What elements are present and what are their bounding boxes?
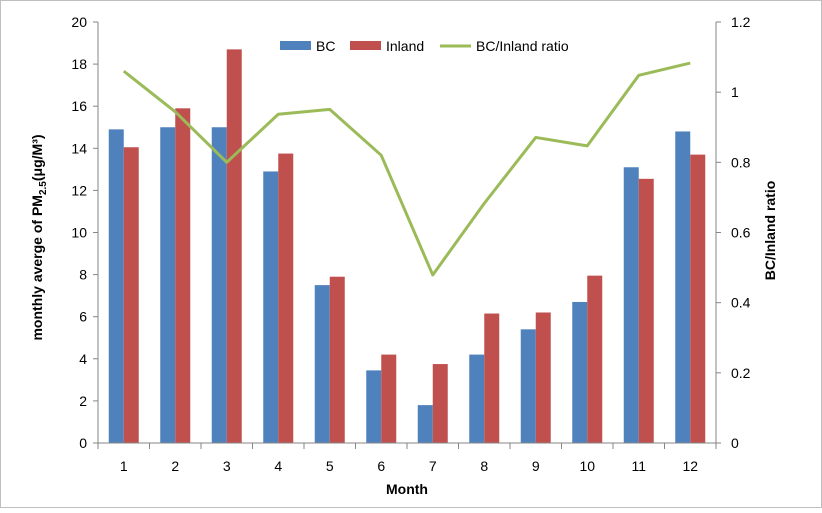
y-tick-label: 16 [71, 98, 87, 114]
y-tick-label: 12 [71, 182, 87, 198]
bars-group [108, 49, 706, 444]
bar-bc [108, 129, 124, 444]
y2-tick-label: 0.6 [731, 225, 751, 241]
x-tick-label: 4 [274, 458, 282, 474]
x-tick-label: 9 [532, 458, 540, 474]
y-axis-title-unit: (μg/M³) [29, 134, 45, 181]
bar-bc [160, 127, 176, 443]
y2-tick-label: 0.4 [731, 295, 751, 311]
bar-inland [278, 153, 294, 443]
y2-tick-label: 1 [731, 84, 739, 100]
bar-bc [366, 370, 382, 443]
legend: BC Inland BC/Inland ratio [280, 38, 569, 54]
bar-inland [638, 178, 654, 443]
bar-inland [329, 276, 345, 443]
bar-inland [432, 364, 448, 443]
bar-bc [469, 354, 485, 443]
y-axis-title-main: monthly averge of PM [29, 195, 45, 340]
x-tick-label: 2 [171, 458, 179, 474]
y2-tick-label: 0.8 [731, 154, 751, 170]
bar-bc [572, 301, 588, 443]
y-tick-label: 2 [79, 393, 87, 409]
x-tick-label: 1 [120, 458, 128, 474]
y-axis-title: monthly averge of PM2.5(μg/M³) [29, 134, 49, 340]
y2-tick-label: 0.2 [731, 365, 751, 381]
x-tick-label: 7 [429, 458, 437, 474]
y-tick-label: 8 [79, 267, 87, 283]
bar-inland [484, 313, 500, 443]
x-axis-title: Month [386, 481, 428, 497]
x-tick-label: 3 [223, 458, 231, 474]
x-tick-label: 8 [480, 458, 488, 474]
y-tick-label: 4 [79, 351, 87, 367]
y-tick-label: 10 [71, 225, 87, 241]
x-tick-label: 11 [631, 458, 646, 474]
bar-inland [381, 354, 397, 443]
legend-swatch-bc [280, 41, 311, 50]
ratio-line [122, 61, 691, 277]
x-tick-label: 5 [326, 458, 334, 474]
bar-bc [520, 329, 536, 443]
x-tick-label: 12 [682, 458, 698, 474]
ratio-line-group [122, 61, 691, 277]
bar-inland [175, 108, 191, 444]
bar-bc [623, 167, 639, 443]
bar-bc [263, 171, 279, 443]
bar-bc [675, 131, 691, 443]
bar-bc [417, 405, 433, 443]
legend-label-bc: BC [316, 38, 335, 54]
y2-tick-label: 0 [731, 435, 739, 451]
y2-axis-title: BC/Inland ratio [762, 181, 778, 281]
x-tick-label: 6 [377, 458, 385, 474]
y-tick-label: 6 [79, 309, 87, 325]
bar-inland [535, 312, 551, 443]
y-tick-label: 18 [71, 56, 87, 72]
bar-inland [587, 275, 603, 443]
bar-inland [690, 154, 706, 444]
bar-inland [123, 147, 139, 443]
legend-label-bc-inland-ratio: BC/Inland ratio [476, 38, 569, 54]
y-tick-label: 0 [79, 435, 87, 451]
bar-inland [226, 49, 242, 444]
x-tick-label: 10 [579, 458, 595, 474]
y-tick-label: 20 [71, 14, 87, 30]
bar-bc [314, 285, 330, 443]
y-tick-label: 14 [71, 140, 87, 156]
legend-swatch-inland [350, 41, 381, 50]
y-axis-title-subscript: 2.5 [38, 181, 49, 195]
bar-bc [211, 127, 227, 443]
legend-label-inland: Inland [386, 38, 424, 54]
y2-tick-label: 1.2 [731, 14, 751, 30]
